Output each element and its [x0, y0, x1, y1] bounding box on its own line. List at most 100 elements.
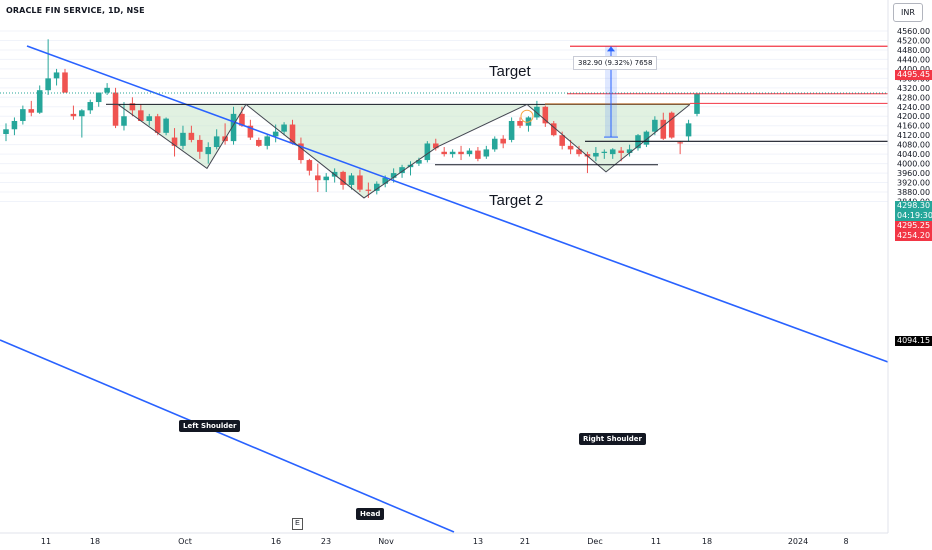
- candle-body: [416, 160, 422, 164]
- candle-body: [87, 102, 94, 111]
- support-price-label: 4094.15: [895, 336, 932, 346]
- pattern-zigzag: [106, 103, 691, 199]
- candle-body: [466, 150, 473, 155]
- candle-body: [550, 123, 557, 136]
- price-tick-label: 4480.00: [897, 46, 930, 55]
- candle-body: [197, 139, 203, 152]
- currency-button[interactable]: INR: [893, 3, 923, 22]
- candle-body: [584, 154, 591, 157]
- price-tick-label: 4520.00: [897, 36, 930, 45]
- candle-body: [685, 123, 692, 137]
- candle-body: [382, 177, 388, 184]
- candle-body: [559, 135, 565, 146]
- bar-countdown-label: 04:19:30: [895, 211, 932, 221]
- left-shoulder-tag: Left Shoulder: [179, 420, 241, 432]
- candle-body: [390, 173, 397, 178]
- candle-body: [432, 143, 439, 149]
- candle-body: [373, 183, 380, 191]
- time-tick-label: 16: [271, 537, 281, 546]
- candle-body: [121, 116, 127, 126]
- price-tick-label: 4400.00: [897, 65, 930, 74]
- time-tick-label: Nov: [378, 537, 394, 546]
- price-axis[interactable]: 3840.003880.003920.003960.004000.004040.…: [887, 0, 930, 533]
- time-tick-label: 23: [321, 537, 331, 546]
- candle-body: [171, 137, 178, 146]
- candle-body: [129, 103, 136, 111]
- time-tick-label: 18: [90, 537, 100, 546]
- level-1-label: 4295.25: [895, 221, 932, 231]
- time-tick-label: 11: [41, 537, 51, 546]
- price-tick-label: 4320.00: [897, 84, 930, 93]
- candle-body: [272, 131, 279, 137]
- candle-body: [593, 152, 599, 157]
- candle-body: [365, 189, 372, 191]
- candle-body: [626, 149, 633, 153]
- candle-body: [188, 132, 195, 140]
- candle-body: [62, 72, 68, 93]
- candle-body: [534, 106, 540, 118]
- candle-body: [424, 143, 431, 161]
- price-range-measure: 382.90 (9.32%) 7658: [573, 56, 658, 70]
- candle-body: [315, 175, 321, 181]
- events-icon[interactable]: E: [292, 518, 303, 530]
- candle-body: [112, 92, 119, 126]
- candle-body: [542, 106, 549, 124]
- price-range-arrowhead: [607, 46, 615, 52]
- price-tick-label: 4120.00: [897, 131, 930, 140]
- time-tick-label: 18: [702, 537, 712, 546]
- level-2-label: 4254.20: [895, 231, 932, 241]
- candle-body: [230, 113, 237, 142]
- candle-body: [576, 149, 582, 155]
- candle-body: [138, 110, 144, 121]
- candle-body: [247, 125, 254, 138]
- inverse-head-and-shoulders-fill: [106, 104, 690, 198]
- candle-body: [205, 147, 212, 155]
- price-tick-label: 4040.00: [897, 150, 930, 159]
- price-tick-label: 3880.00: [897, 188, 930, 197]
- candle-body: [643, 131, 650, 145]
- candle-body: [323, 176, 330, 181]
- candle-body: [399, 167, 405, 174]
- candle-body: [213, 136, 220, 148]
- candle-body: [517, 120, 523, 126]
- candle-body: [45, 78, 51, 91]
- candle-body: [95, 92, 102, 103]
- candle-body: [500, 138, 506, 144]
- candle-body: [3, 129, 9, 135]
- candle-body: [348, 175, 355, 185]
- highlight-circle: [520, 109, 534, 123]
- candle-body: [104, 87, 110, 93]
- candlestick-series: [3, 39, 700, 198]
- right-shoulder-tag: Right Shoulder: [579, 433, 646, 445]
- time-tick-label: Dec: [587, 537, 602, 546]
- time-tick-label: Oct: [178, 537, 192, 546]
- head-tag: Head: [356, 508, 385, 520]
- candle-body: [20, 109, 26, 121]
- candle-body: [256, 139, 262, 146]
- candle-body: [601, 151, 608, 153]
- time-tick-label: 11: [651, 537, 661, 546]
- time-axis[interactable]: 11 18 Oct 16 23 Nov 13 21 Dec 11 18 2024 8: [0, 532, 888, 546]
- candle-body: [298, 143, 304, 161]
- time-tick-label: 2024: [788, 537, 808, 546]
- candle-body: [652, 119, 658, 132]
- candle-body: [264, 136, 271, 146]
- symbol-title: ORACLE FIN SERVICE, 1D, NSE: [6, 6, 145, 15]
- time-tick-label: 8: [843, 537, 848, 546]
- candle-body: [340, 171, 346, 185]
- time-tick-label: 13: [473, 537, 483, 546]
- candle-body: [70, 113, 77, 117]
- candle-body: [146, 116, 153, 121]
- candle-body: [475, 150, 481, 159]
- candle-body: [36, 90, 43, 113]
- target-label: Target: [489, 63, 532, 80]
- candle-body: [281, 124, 287, 132]
- price-tick-label: 4560.00: [897, 27, 930, 36]
- channel-lower-line: [0, 339, 455, 533]
- price-tick-label: 4440.00: [897, 55, 930, 64]
- last-price-label: 4298.30: [895, 201, 932, 211]
- price-tick-label: 4000.00: [897, 160, 930, 169]
- candle-body: [289, 124, 296, 144]
- candle-body: [239, 113, 245, 126]
